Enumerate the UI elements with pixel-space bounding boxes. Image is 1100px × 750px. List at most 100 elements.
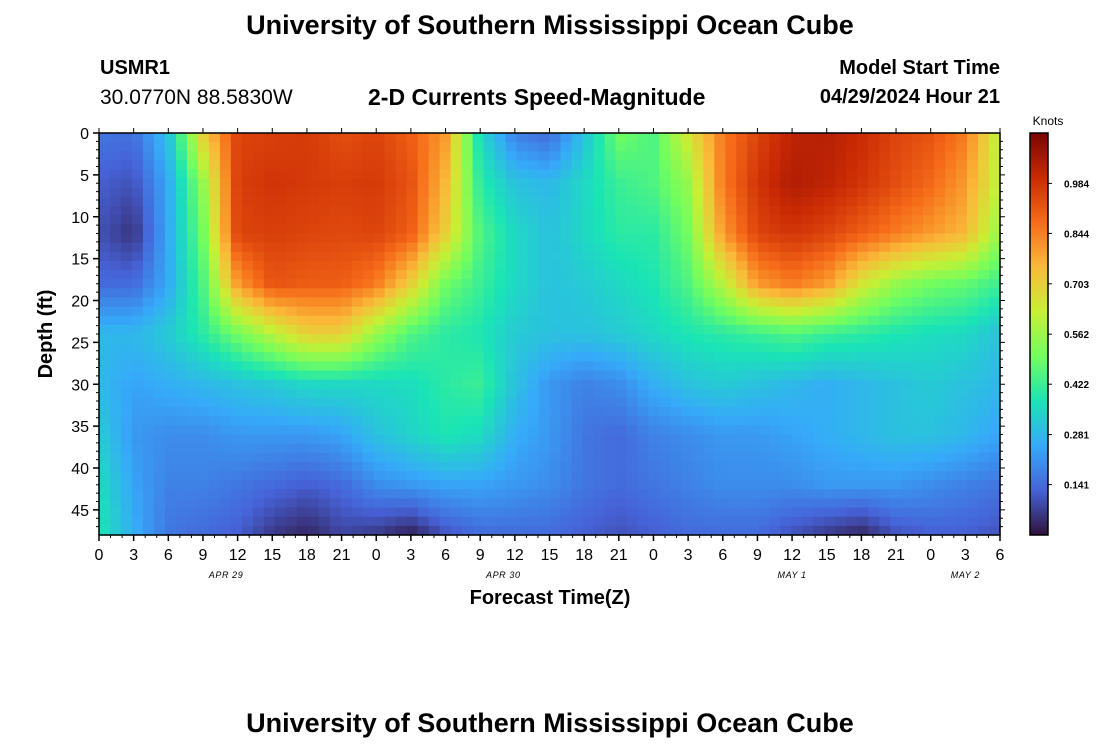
heatmap-cell bbox=[681, 178, 693, 189]
heatmap-cell bbox=[296, 443, 309, 454]
heatmap-cell bbox=[219, 452, 232, 463]
heatmap-cell bbox=[780, 397, 792, 408]
heatmap-cell bbox=[197, 288, 210, 299]
heatmap-cell bbox=[560, 461, 573, 472]
heatmap-cell bbox=[571, 425, 584, 436]
heatmap-cell bbox=[362, 471, 375, 481]
heatmap-cell bbox=[285, 397, 298, 408]
heatmap-cell bbox=[307, 133, 320, 143]
heatmap-cell bbox=[483, 343, 496, 353]
heatmap-cell bbox=[208, 151, 221, 162]
heatmap-cell bbox=[791, 416, 803, 426]
heatmap-cell bbox=[791, 507, 803, 518]
heatmap-cell bbox=[472, 343, 485, 353]
heatmap-cell bbox=[186, 233, 199, 244]
heatmap-cell bbox=[879, 480, 891, 490]
heatmap-cell bbox=[120, 324, 133, 335]
heatmap-cell bbox=[571, 407, 584, 417]
heatmap-cell bbox=[516, 480, 529, 490]
heatmap-cell bbox=[934, 242, 946, 253]
heatmap-cell bbox=[307, 361, 320, 372]
heatmap-cell bbox=[516, 324, 529, 335]
heatmap-cell bbox=[758, 187, 770, 198]
heatmap-cell bbox=[99, 224, 111, 235]
heatmap-cell bbox=[285, 242, 298, 253]
heatmap-cell bbox=[461, 343, 474, 353]
heatmap-cell bbox=[208, 425, 221, 436]
heatmap-cell bbox=[384, 498, 397, 509]
heatmap-cell bbox=[516, 507, 529, 518]
heatmap-cell bbox=[516, 206, 529, 216]
heatmap-cell bbox=[362, 507, 375, 518]
heatmap-cell bbox=[978, 480, 990, 490]
heatmap-cell bbox=[307, 270, 320, 280]
heatmap-cell bbox=[241, 288, 254, 299]
heatmap-cell bbox=[230, 443, 243, 454]
heatmap-cell bbox=[197, 160, 210, 171]
heatmap-cell bbox=[307, 434, 320, 445]
heatmap-cell bbox=[835, 133, 847, 143]
heatmap-cell bbox=[857, 315, 869, 326]
heatmap-cell bbox=[604, 461, 617, 472]
heatmap-cell bbox=[978, 242, 990, 253]
heatmap-cell bbox=[637, 443, 649, 454]
heatmap-cell bbox=[890, 507, 902, 518]
heatmap-cell bbox=[901, 306, 913, 317]
heatmap-cell bbox=[758, 251, 770, 262]
heatmap-cell bbox=[329, 361, 342, 372]
heatmap-cell bbox=[384, 196, 397, 207]
heatmap-cell bbox=[505, 425, 518, 436]
heatmap-cell bbox=[813, 489, 825, 500]
heatmap-cell bbox=[824, 133, 836, 143]
heatmap-cell bbox=[340, 361, 353, 372]
heatmap-cell bbox=[472, 379, 485, 390]
heatmap-cell bbox=[307, 178, 320, 189]
heatmap-cell bbox=[593, 379, 606, 390]
heatmap-cell bbox=[505, 206, 518, 216]
heatmap-cell bbox=[186, 142, 199, 152]
heatmap-cell bbox=[670, 388, 682, 399]
heatmap-cell bbox=[736, 169, 748, 180]
heatmap-cell bbox=[428, 297, 441, 308]
heatmap-cell bbox=[538, 187, 551, 198]
heatmap-cell bbox=[780, 169, 792, 180]
heatmap-cell bbox=[461, 151, 474, 162]
heatmap-cell bbox=[274, 397, 287, 408]
heatmap-cell bbox=[846, 452, 858, 463]
heatmap-cell bbox=[340, 397, 353, 408]
heatmap-cell bbox=[714, 443, 726, 454]
heatmap-cell bbox=[879, 343, 891, 353]
heatmap-cell bbox=[703, 397, 715, 408]
heatmap-cell bbox=[846, 379, 858, 390]
heatmap-cell bbox=[175, 224, 188, 235]
heatmap-cell bbox=[670, 407, 682, 417]
heatmap-cell bbox=[120, 187, 133, 198]
heatmap-cell bbox=[692, 324, 704, 335]
heatmap-cell bbox=[582, 443, 595, 454]
heatmap-cell bbox=[703, 507, 715, 518]
heatmap-cell bbox=[857, 407, 869, 417]
heatmap-cell bbox=[494, 169, 507, 180]
heatmap-cell bbox=[868, 251, 880, 262]
heatmap-cell bbox=[681, 397, 693, 408]
heatmap-cell bbox=[428, 233, 441, 244]
heatmap-cell bbox=[186, 480, 199, 490]
heatmap-cell bbox=[516, 498, 529, 509]
heatmap-cell bbox=[758, 279, 770, 289]
heatmap-cell bbox=[615, 434, 628, 445]
heatmap-cell bbox=[813, 443, 825, 454]
heatmap-cell bbox=[373, 388, 386, 399]
heatmap-cell bbox=[637, 361, 649, 372]
heatmap-cell bbox=[527, 516, 540, 527]
heatmap-cell bbox=[241, 388, 254, 399]
heatmap-cell bbox=[450, 443, 463, 454]
heatmap-cell bbox=[813, 379, 825, 390]
heatmap-cell bbox=[494, 425, 507, 436]
heatmap-cell bbox=[956, 224, 968, 235]
heatmap-cell bbox=[241, 151, 254, 162]
heatmap-cell bbox=[384, 416, 397, 426]
heatmap-cell bbox=[593, 251, 606, 262]
x-axis-label: Forecast Time(Z) bbox=[470, 587, 631, 609]
heatmap-cell bbox=[725, 516, 737, 527]
heatmap-cell bbox=[131, 443, 144, 454]
